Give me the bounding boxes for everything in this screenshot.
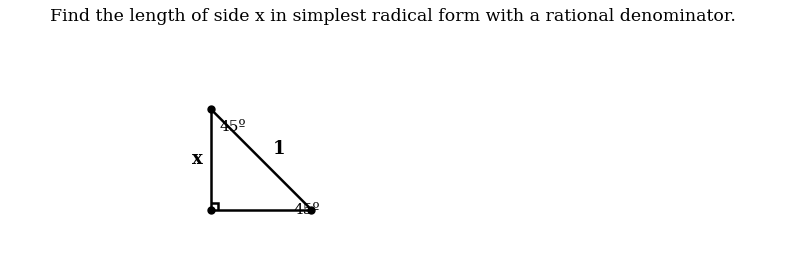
Text: 45º: 45º (293, 203, 320, 217)
Text: 45º: 45º (220, 120, 247, 134)
Text: x: x (193, 150, 203, 168)
Text: 1: 1 (273, 140, 285, 158)
Text: Find the length of side x in simplest radical form with a rational denominator.: Find the length of side x in simplest ra… (50, 8, 736, 25)
